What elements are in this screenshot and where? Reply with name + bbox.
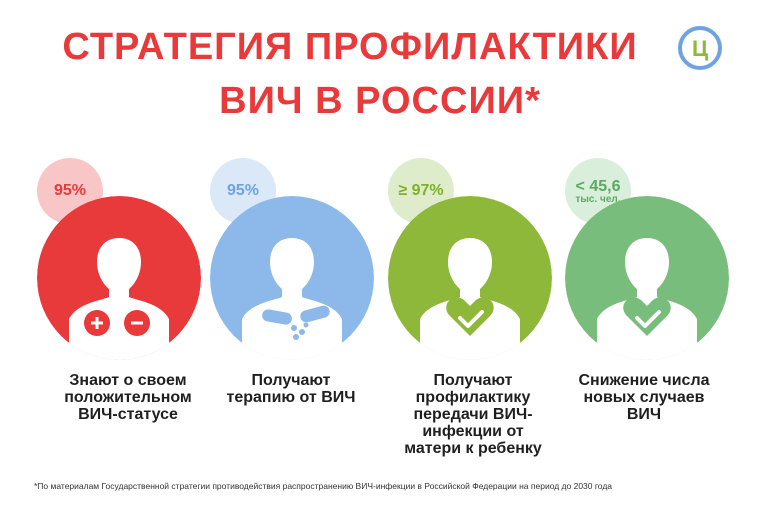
- percent-unit: тыс. чел.: [575, 193, 621, 205]
- card-mother-child: ≥ 97% Получают профилактику передачи ВИЧ…: [388, 158, 558, 458]
- card-therapy: 95% Получают терапию от ВИЧ: [210, 158, 380, 458]
- card-caption: Получают терапию от ВИЧ: [226, 372, 356, 406]
- logo-icon: Ц: [678, 26, 722, 70]
- card-new-cases: < 45,6 тыс. чел. Снижение числа новых сл…: [565, 158, 735, 458]
- card-caption: Снижение числа новых случаев ВИЧ: [578, 372, 710, 423]
- percent-value: 95%: [53, 182, 87, 199]
- percent-value: < 45,6: [575, 177, 621, 195]
- person-icon: [37, 196, 201, 360]
- footnote: *По материалам Государственной стратегии…: [34, 481, 613, 491]
- pills-icon: [262, 305, 330, 340]
- card-hiv-status: 95% Знают о своем положительном ВИЧ-стат…: [37, 158, 207, 458]
- person-icon: [565, 196, 729, 360]
- person-icon: [210, 196, 374, 360]
- card-caption: Получают профилактику передачи ВИЧ- инфе…: [404, 372, 542, 457]
- percent-value: ≥ 97%: [398, 182, 444, 199]
- logo-letter: Ц: [692, 36, 708, 61]
- person-icon: [388, 196, 552, 360]
- checkmark-icon: [446, 297, 494, 336]
- page-title-line1: СТРАТЕГИЯ ПРОФИЛАКТИКИ: [62, 26, 638, 68]
- percent-value: 95%: [226, 182, 260, 199]
- card-caption: Знают о своем положительном ВИЧ-статусе: [64, 372, 192, 423]
- checkmark-icon: [623, 297, 671, 336]
- page-title-line2: ВИЧ В РОССИИ*: [219, 80, 541, 122]
